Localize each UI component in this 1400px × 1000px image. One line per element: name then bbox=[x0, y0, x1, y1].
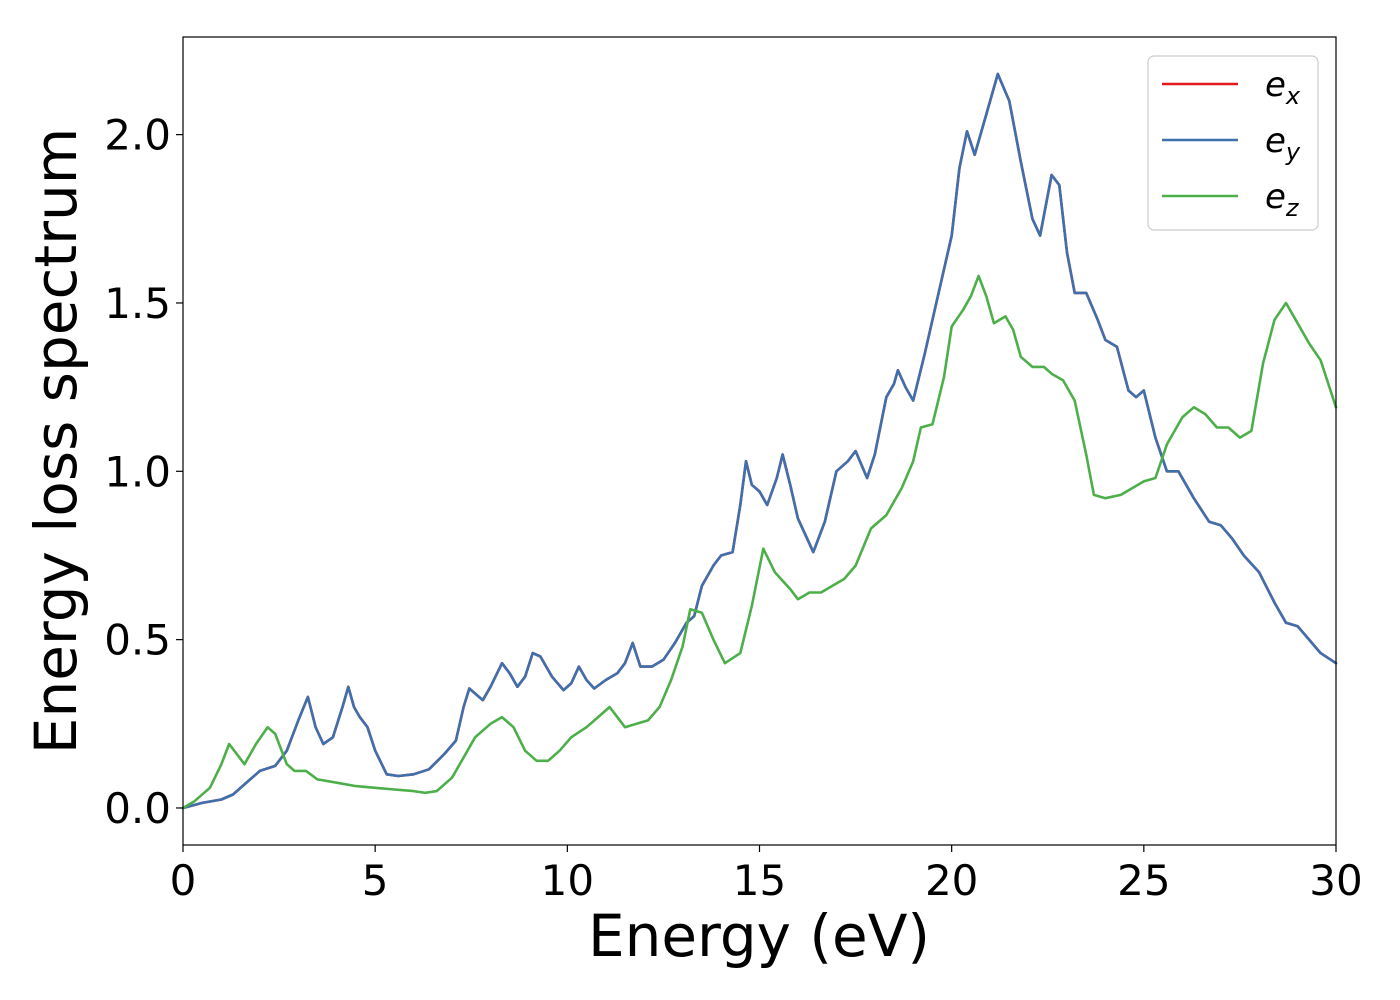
x-tick-label: 5 bbox=[362, 856, 389, 905]
legend-label-ez: ez bbox=[1265, 177, 1300, 222]
x-tick-label: 25 bbox=[1117, 856, 1170, 905]
legend-label-ey: ey bbox=[1265, 121, 1301, 166]
x-tick-label: 15 bbox=[733, 856, 786, 905]
series-line-ez bbox=[181, 274, 1338, 810]
y-tick-label: 0.0 bbox=[104, 784, 171, 833]
legend: ex ey ez bbox=[1147, 55, 1319, 231]
series-layer bbox=[181, 72, 1338, 810]
legend-label-ex: ex bbox=[1265, 65, 1301, 110]
series-line-ey bbox=[181, 72, 1338, 810]
x-tick-label: 0 bbox=[170, 856, 197, 905]
y-tick-label: 2.0 bbox=[104, 111, 171, 160]
legend-box bbox=[1147, 55, 1319, 231]
y-tick-label: 1.0 bbox=[104, 447, 171, 496]
x-tick-label: 30 bbox=[1309, 856, 1362, 905]
x-axis-ticks: 0 5 10 15 20 25 30 bbox=[170, 845, 1363, 905]
y-axis-label: Energy loss spectrum bbox=[22, 128, 90, 754]
y-tick-label: 1.5 bbox=[104, 279, 171, 328]
x-tick-label: 20 bbox=[925, 856, 978, 905]
plot-area bbox=[183, 37, 1336, 845]
y-tick-label: 0.5 bbox=[104, 616, 171, 665]
y-axis-ticks: 0.0 0.5 1.0 1.5 2.0 bbox=[104, 111, 183, 833]
x-tick-label: 10 bbox=[541, 856, 594, 905]
x-axis-label: Energy (eV) bbox=[588, 902, 930, 970]
